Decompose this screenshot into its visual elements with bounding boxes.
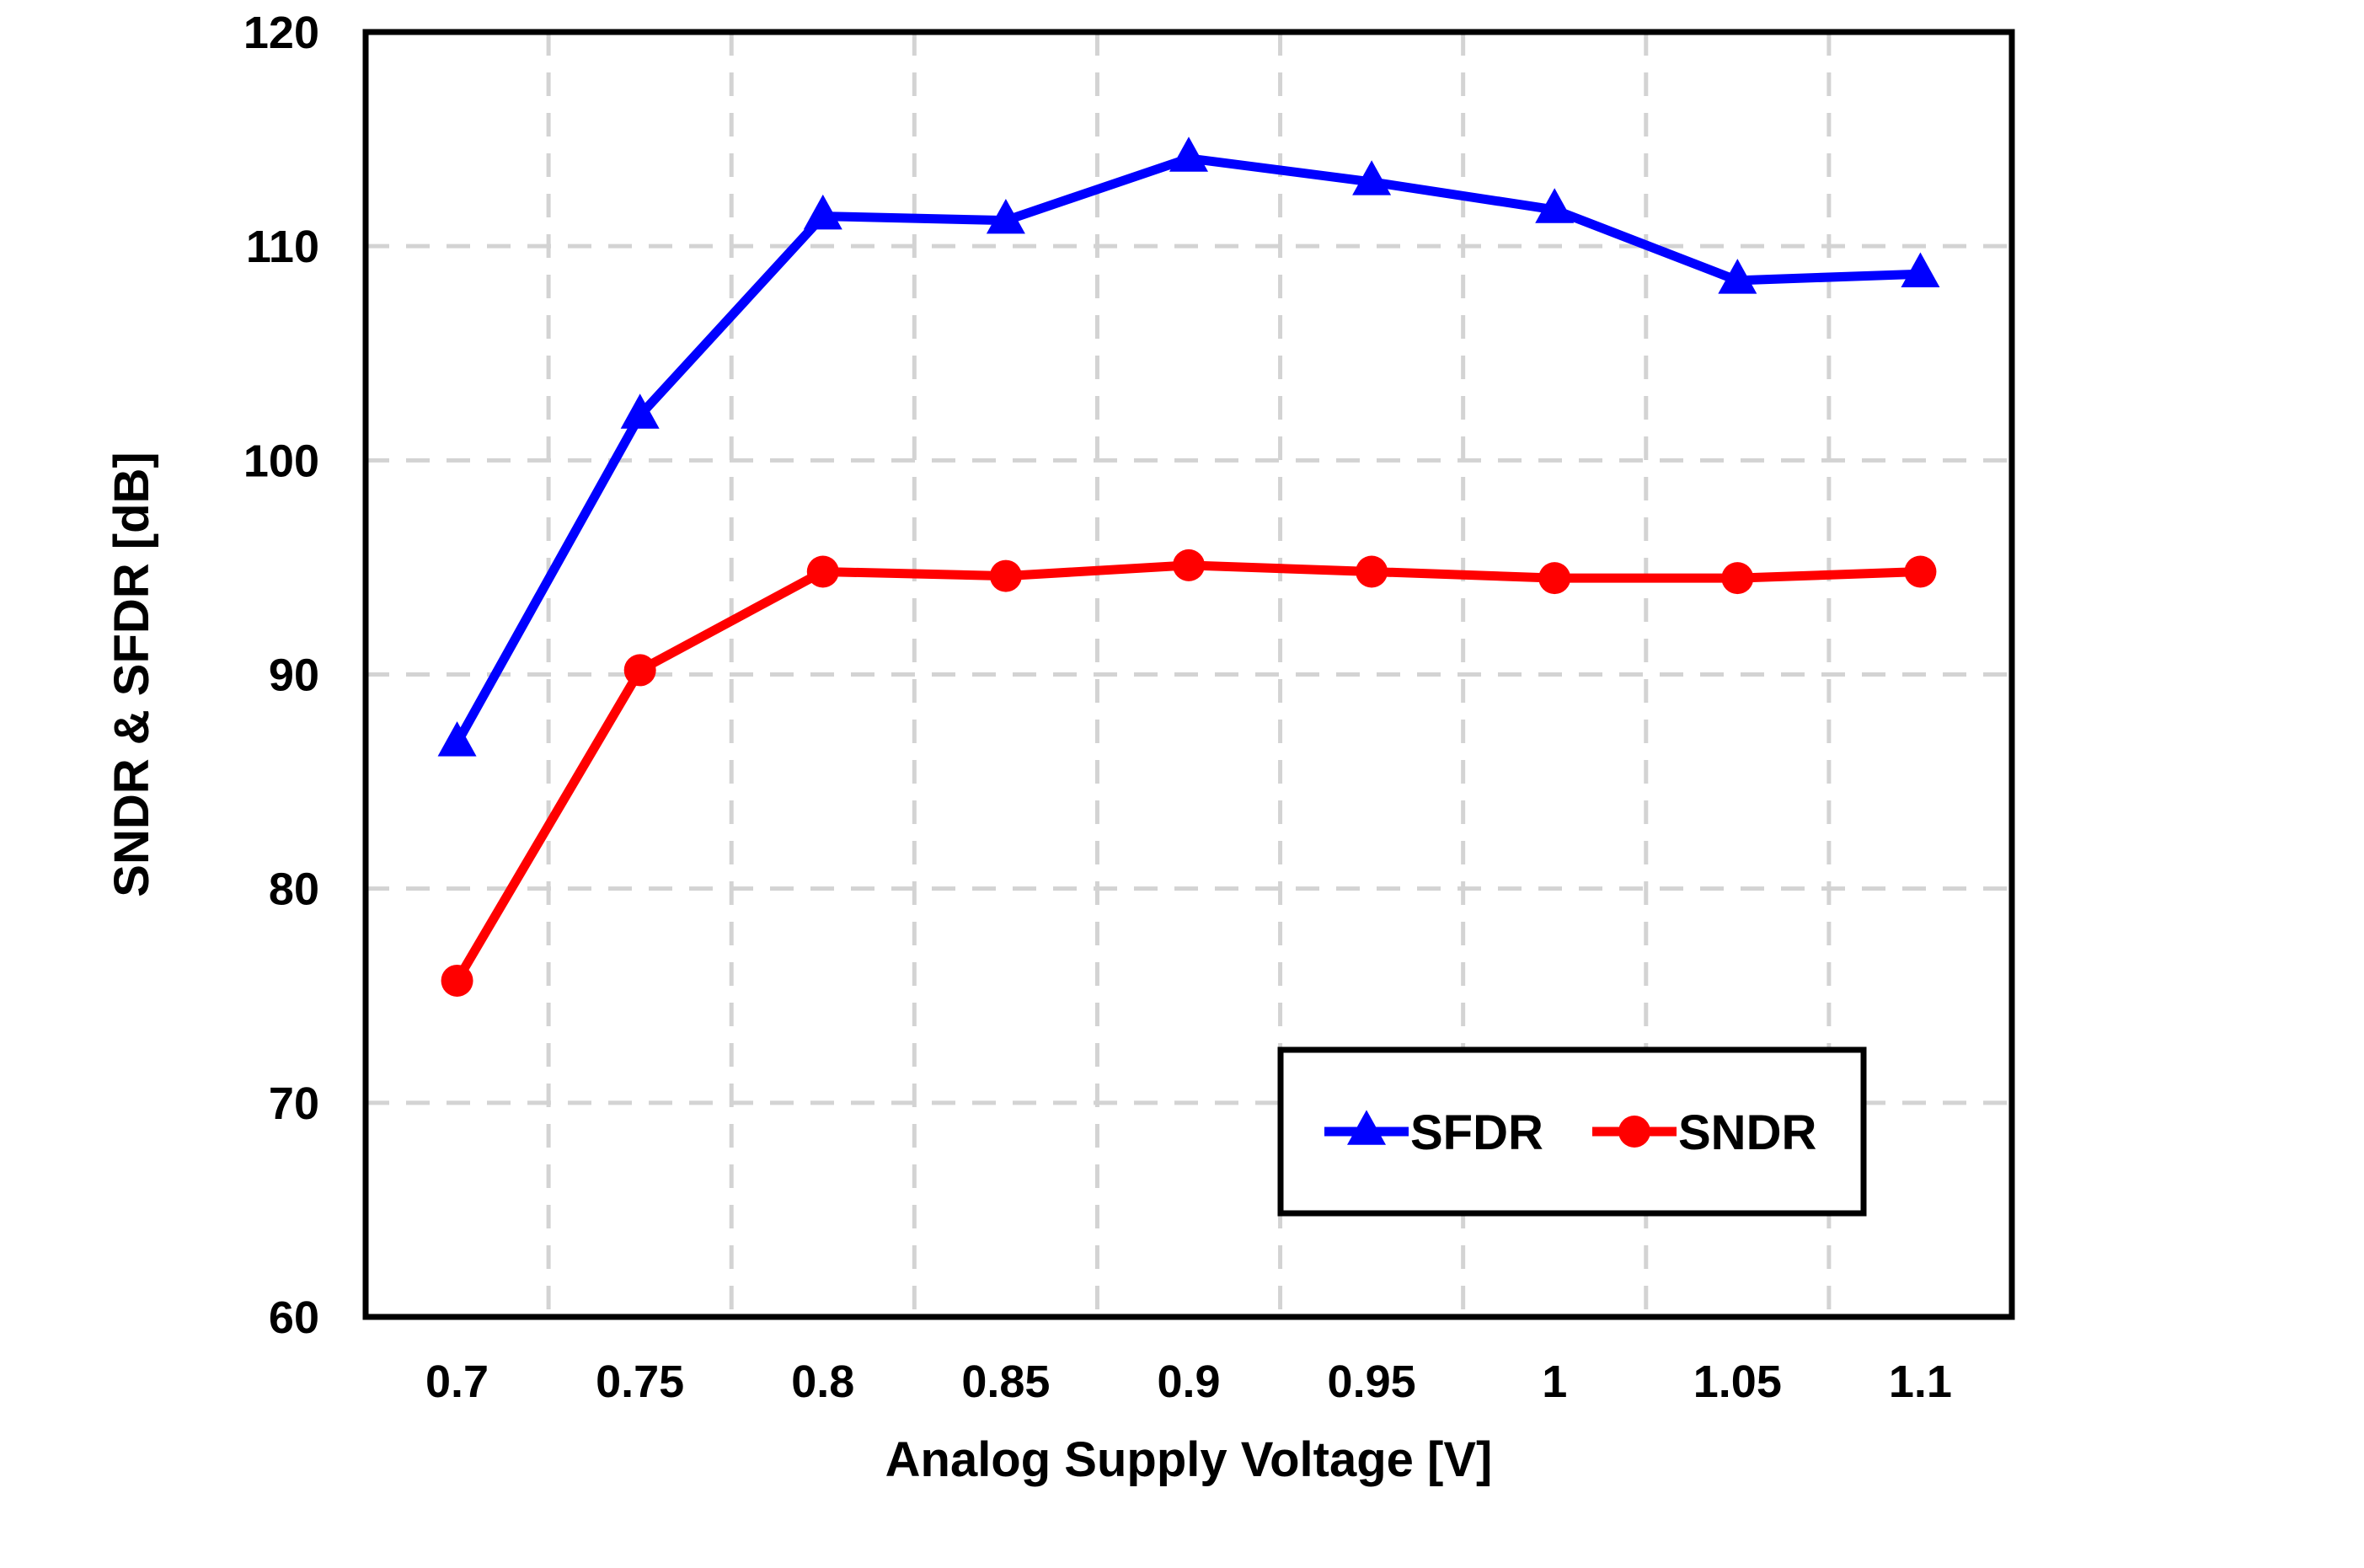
data-point-sndr	[806, 555, 839, 588]
y-tick-label: 60	[269, 1292, 319, 1343]
data-point-sfdr	[803, 194, 842, 230]
x-tick-labels: 0.7 0.75 0.8 0.85 0.9 0.95 1 1.05 1.1	[425, 1357, 1952, 1407]
data-point-sfdr	[1535, 188, 1575, 223]
y-tick-label: 120	[243, 8, 319, 58]
y-tick-label: 100	[243, 436, 319, 486]
x-axis-title: Analog Supply Voltage [V]	[885, 1432, 1493, 1487]
x-tick-label: 1.05	[1693, 1357, 1782, 1407]
legend-marker-triangle	[1347, 1110, 1386, 1145]
legend-items: SFDR SNDR	[1324, 1105, 1816, 1160]
data-point-sfdr	[1718, 259, 1757, 294]
legend: SFDR SNDR	[1277, 1046, 1867, 1217]
data-point-sndr	[623, 654, 656, 687]
data-point-sndr	[1721, 562, 1754, 595]
data-point-sndr	[1904, 555, 1937, 588]
x-tick-label: 0.8	[791, 1357, 854, 1407]
legend-label: SNDR	[1678, 1105, 1816, 1160]
legend-item-sfdr: SFDR	[1324, 1105, 1543, 1160]
data-point-sfdr	[437, 721, 477, 757]
data-point-sndr	[1173, 549, 1205, 581]
data-point-sndr	[441, 964, 473, 997]
data-point-sfdr	[986, 198, 1025, 234]
y-tick-label: 110	[246, 222, 319, 272]
x-tick-label: 1	[1542, 1357, 1567, 1407]
data-point-sfdr	[1901, 252, 1940, 287]
series-sndr	[441, 549, 1937, 997]
x-tick-label: 0.9	[1157, 1357, 1220, 1407]
y-tick-label: 90	[269, 650, 319, 701]
x-tick-label: 1.1	[1889, 1357, 1952, 1407]
y-axis-title: SNDR & SFDR [dB]	[104, 452, 159, 896]
plot-frame	[362, 29, 2015, 1320]
x-tick-label: 0.95	[1328, 1357, 1416, 1407]
x-tick-label: 0.75	[596, 1357, 684, 1407]
series-sfdr	[437, 136, 1940, 757]
legend-label: SFDR	[1410, 1105, 1543, 1160]
data-point-sfdr	[1352, 160, 1392, 195]
y-tick-label: 80	[269, 864, 319, 915]
series-layer	[437, 136, 1940, 997]
y-tick-label: 70	[269, 1078, 319, 1129]
data-point-sndr	[1356, 555, 1388, 588]
data-point-sfdr	[1169, 136, 1208, 172]
data-point-sfdr	[620, 393, 660, 429]
series-line-sndr	[452, 560, 1921, 983]
x-tick-label: 0.85	[961, 1357, 1050, 1407]
legend-marker-circle	[1618, 1116, 1650, 1148]
y-tick-labels: 60 70 80 90 100 110 120	[243, 8, 319, 1343]
data-point-sndr	[1538, 562, 1571, 595]
legend-item-sndr: SNDR	[1592, 1105, 1816, 1160]
x-tick-label: 0.7	[425, 1357, 489, 1407]
data-point-sndr	[989, 559, 1022, 592]
